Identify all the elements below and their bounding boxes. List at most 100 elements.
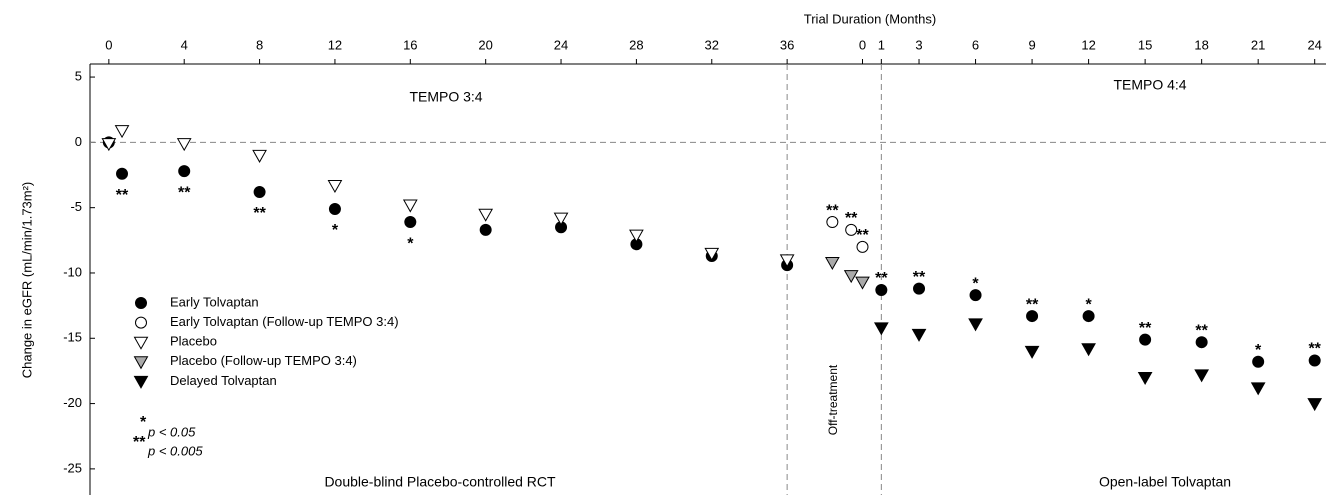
data-point bbox=[402, 199, 418, 213]
x-tick-label: 12 bbox=[1081, 37, 1095, 52]
y-tick-label: 0 bbox=[75, 134, 82, 149]
data-point bbox=[1195, 336, 1208, 349]
x-tick-label: 9 bbox=[1028, 37, 1035, 52]
significance-mark: ** bbox=[1195, 322, 1208, 339]
data-point bbox=[826, 216, 839, 229]
y-tick-label: -10 bbox=[63, 264, 82, 279]
x-tick-label: 20 bbox=[478, 37, 492, 52]
y-tick-label: -20 bbox=[63, 395, 82, 410]
legend-marker bbox=[133, 375, 149, 389]
data-point bbox=[968, 318, 983, 332]
x-tick-label: 8 bbox=[256, 37, 263, 52]
x-tick-label: 28 bbox=[629, 37, 643, 52]
legend-symbol: ** bbox=[133, 434, 146, 451]
x-axis-title: Trial Duration (Months) bbox=[804, 11, 936, 26]
x-tick-label: 0 bbox=[859, 37, 866, 52]
data-point bbox=[875, 283, 888, 296]
data-point bbox=[1139, 333, 1152, 346]
data-point bbox=[114, 125, 130, 139]
data-point bbox=[843, 270, 859, 284]
data-point bbox=[253, 185, 266, 198]
significance-mark: * bbox=[332, 222, 339, 239]
legend-label: Placebo bbox=[170, 334, 217, 349]
significance-mark: * bbox=[972, 275, 979, 292]
x-tick-label: 6 bbox=[972, 37, 979, 52]
significance-mark: ** bbox=[1026, 296, 1039, 313]
significance-mark: ** bbox=[845, 210, 858, 227]
legend-marker bbox=[135, 297, 147, 309]
x-tick-label: 3 bbox=[915, 37, 922, 52]
significance-mark: ** bbox=[253, 205, 266, 222]
data-point bbox=[913, 282, 926, 295]
data-point bbox=[1250, 382, 1266, 396]
significance-mark: * bbox=[407, 235, 414, 252]
x-tick-label: 18 bbox=[1194, 37, 1208, 52]
significance-mark: * bbox=[1085, 296, 1092, 313]
data-point bbox=[327, 179, 343, 193]
data-point bbox=[845, 223, 858, 236]
significance-mark: ** bbox=[178, 184, 191, 201]
data-point bbox=[478, 208, 494, 222]
data-point bbox=[553, 212, 569, 226]
x-tick-label: 1 bbox=[878, 37, 885, 52]
data-point bbox=[1194, 369, 1210, 383]
x-tick-label: 24 bbox=[554, 37, 568, 52]
data-point bbox=[1308, 354, 1321, 367]
data-point bbox=[856, 240, 869, 253]
legend-label: p < 0.005 bbox=[147, 443, 203, 458]
significance-mark: ** bbox=[1308, 341, 1321, 358]
y-tick-label: -15 bbox=[63, 330, 82, 345]
legend-label: Early Tolvaptan bbox=[170, 294, 259, 309]
y-tick-label: -5 bbox=[70, 199, 82, 214]
data-point bbox=[176, 138, 192, 152]
data-point bbox=[873, 322, 889, 336]
data-point bbox=[1137, 371, 1153, 385]
data-point bbox=[328, 202, 341, 215]
x-tick-label: 0 bbox=[105, 37, 112, 52]
region-label: Open-label Tolvaptan bbox=[1099, 474, 1231, 490]
data-point bbox=[1082, 310, 1095, 323]
data-point bbox=[911, 328, 927, 342]
data-point bbox=[101, 138, 117, 152]
legend-marker bbox=[133, 356, 149, 370]
x-tick-label: 24 bbox=[1307, 37, 1321, 52]
legend-marker bbox=[135, 316, 147, 329]
x-tick-label: 12 bbox=[328, 37, 342, 52]
region-label: TEMPO 3:4 bbox=[409, 89, 482, 105]
significance-mark: * bbox=[1255, 342, 1262, 359]
data-point bbox=[1307, 398, 1323, 412]
data-point bbox=[1026, 310, 1039, 323]
x-tick-label: 21 bbox=[1251, 37, 1265, 52]
y-tick-label: 5 bbox=[75, 68, 82, 83]
data-point bbox=[855, 276, 870, 290]
data-point bbox=[824, 257, 840, 271]
y-axis-title: Change in eGFR (mL/min/1.73m²) bbox=[19, 182, 34, 379]
data-point bbox=[252, 149, 267, 163]
data-point bbox=[1024, 345, 1040, 359]
legend-label: p < 0.05 bbox=[147, 424, 196, 439]
x-tick-label: 15 bbox=[1138, 37, 1152, 52]
data-point bbox=[779, 254, 795, 268]
data-point bbox=[479, 223, 492, 236]
significance-mark: ** bbox=[856, 227, 869, 244]
data-point bbox=[704, 247, 720, 261]
x-tick-label: 32 bbox=[705, 37, 719, 52]
legend-label: Delayed Tolvaptan bbox=[170, 373, 277, 388]
legend-marker bbox=[133, 336, 149, 350]
legend-label: Placebo (Follow-up TEMPO 3:4) bbox=[170, 353, 357, 368]
y-tick-label: -25 bbox=[63, 460, 82, 475]
data-point bbox=[404, 216, 417, 229]
significance-mark: ** bbox=[875, 270, 888, 287]
x-tick-label: 16 bbox=[403, 37, 417, 52]
data-point bbox=[1252, 355, 1265, 368]
significance-mark: ** bbox=[1139, 320, 1152, 337]
region-label: TEMPO 4:4 bbox=[1113, 77, 1186, 93]
legend-symbol: * bbox=[140, 414, 147, 431]
legend-label: Early Tolvaptan (Follow-up TEMPO 3:4) bbox=[170, 314, 399, 329]
region-label: Double-blind Placebo-controlled RCT bbox=[324, 474, 556, 490]
x-tick-label: 36 bbox=[780, 37, 794, 52]
data-point bbox=[629, 229, 644, 243]
significance-mark: ** bbox=[826, 202, 839, 219]
data-point bbox=[178, 165, 191, 178]
